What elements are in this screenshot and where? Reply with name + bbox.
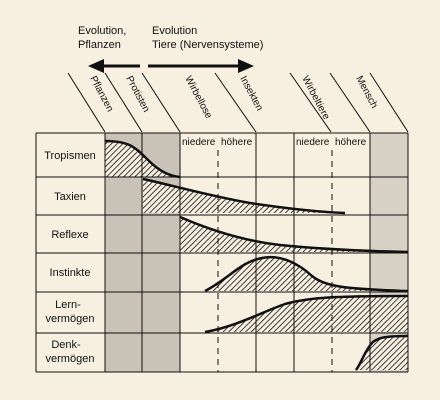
column-label-mensch: Mensch: [353, 74, 379, 110]
subheader-wirbeltiere-hoehere: höhere: [335, 137, 367, 148]
curve-taxien: [143, 179, 345, 213]
curve-reflexe: [180, 217, 408, 252]
column-label-wirbeltiere: Wirbeltiere: [299, 74, 331, 122]
column-label-pflanzen: Pflanzen: [87, 74, 115, 114]
column-header-dividers: [67, 72, 409, 133]
curve-lernvermoegen-edge: [204, 294, 409, 334]
plants-evolution-arrow: [88, 59, 140, 73]
column-label-insekten: Insekten: [237, 74, 264, 113]
row-label-reflexe: Reflexe: [51, 229, 88, 241]
column-label-wirbellose: Wirbellose: [182, 74, 214, 121]
subheader-wirbellose-hoehere: höhere: [221, 137, 253, 148]
curve-lernvermoegen: [205, 296, 408, 332]
row-label-taxien: Taxien: [54, 191, 86, 203]
row-label-instinkte: Instinkte: [50, 267, 91, 279]
diagram-grid: [35, 132, 409, 373]
row-label-lernvermoegen-line2: vermögen: [46, 313, 95, 325]
curve-tropismen-edge: [104, 139, 181, 179]
curve-taxien-edge: [142, 177, 346, 215]
animals-evolution-label-line2: Tiere (Nervensysteme): [152, 39, 263, 51]
animals-evolution-arrow: [148, 59, 254, 73]
subheader-wirbellose-niedere: niedere: [182, 137, 216, 148]
plants-evolution-label-line2: Pflanzen: [78, 39, 121, 51]
row-label-tropismen: Tropismen: [44, 150, 96, 162]
row-label-lernvermoegen-line1: Lern-: [55, 299, 81, 311]
row-label-denkvermoegen-line1: Denk-: [51, 339, 81, 351]
curve-instinkte-edge: [204, 255, 409, 293]
plants-evolution-label-line1: Evolution,: [78, 25, 126, 37]
subheader-wirbeltiere-niedere: niedere: [296, 137, 330, 148]
subgroup-dashed-dividers: [217, 150, 333, 372]
row-label-denkvermoegen-line2: vermögen: [46, 353, 95, 365]
curve-denkvermoegen: [356, 336, 408, 370]
animals-evolution-label-line1: Evolution: [152, 25, 197, 37]
curve-denkvermoegen-edge: [354, 334, 409, 371]
curve-reflexe-edge: [179, 215, 409, 254]
